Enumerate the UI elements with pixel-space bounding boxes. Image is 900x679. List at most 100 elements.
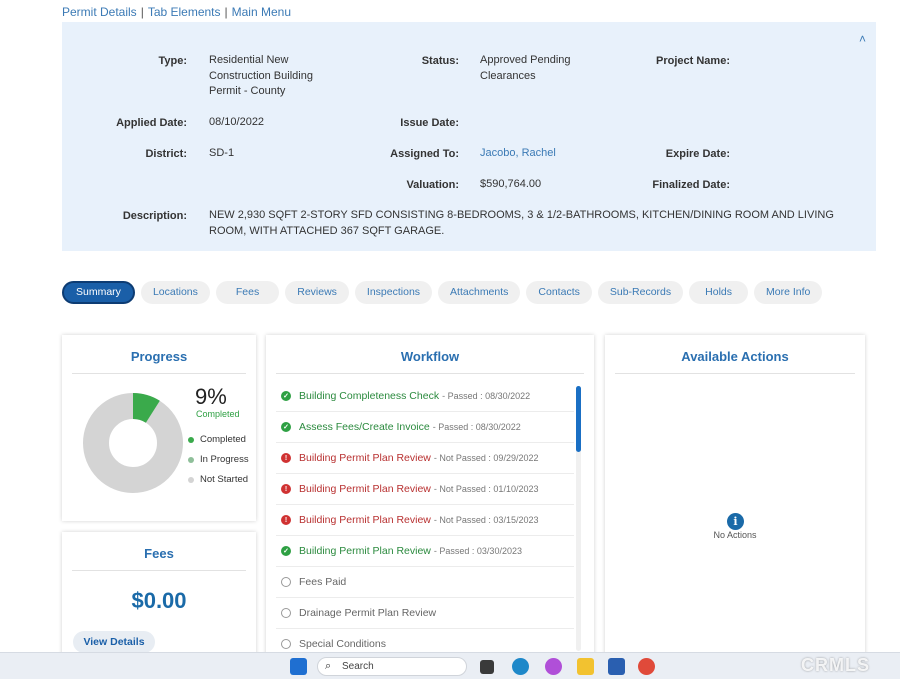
district-label: District: [145, 148, 187, 160]
windows-taskbar: ⌕ Search [0, 652, 900, 679]
edge-browser-icon[interactable] [512, 658, 529, 675]
fees-title: Fees [144, 546, 174, 561]
workflow-item-name: Fees Paid [299, 576, 347, 588]
project-name-label: Project Name: [656, 55, 730, 67]
description-label: Description: [122, 210, 187, 222]
breadcrumb-tab-elements[interactable]: Tab Elements [147, 5, 221, 19]
tab-contacts[interactable]: Contacts [526, 281, 592, 304]
status-value: Approved Pending Clearances [480, 54, 571, 82]
workflow-item[interactable]: ! Building Permit Plan Review - Not Passed… [276, 505, 574, 536]
alert-circle-icon: ! [281, 484, 291, 494]
legend-dot-icon [188, 436, 194, 443]
breadcrumb: Permit Details | Tab Elements | Main Men… [62, 5, 291, 19]
issue-date-label: Issue Date: [400, 117, 459, 129]
info-icon: i [727, 513, 744, 530]
workflow-item[interactable]: ✓ Assess Fees/Create Invoice - Passed : 08… [276, 412, 574, 443]
workflow-scroll-track[interactable] [576, 386, 581, 651]
workflow-item-status: - Passed : 03/30/2023 [433, 546, 522, 556]
legend-label: Completed [200, 434, 246, 445]
tab-attachments[interactable]: Attachments [438, 281, 521, 304]
workflow-item-name: Building Permit Plan Review [299, 483, 431, 495]
empty-circle-icon [281, 608, 291, 618]
alert-circle-icon: ! [281, 453, 291, 463]
collapse-chevron-up-icon[interactable]: ˄ [858, 32, 866, 46]
breadcrumb-separator: | [140, 5, 144, 19]
check-circle-icon: ✓ [281, 546, 291, 556]
tab-holds[interactable]: Holds [689, 281, 748, 304]
assigned-to-link[interactable]: Jacobo, Rachel [480, 147, 556, 159]
permit-details-panel: ˄ Type: Residential New Construction Bui… [62, 22, 876, 251]
legend-label: Not Started [200, 474, 249, 485]
legend-not-started: Not Started [188, 474, 248, 485]
empty-circle-icon [281, 639, 291, 649]
workflow-item[interactable]: Fees Paid [276, 567, 574, 598]
workflow-card: Workflow [266, 335, 594, 665]
workflow-item-status: - Not Passed : 03/15/2023 [433, 515, 539, 525]
taskbar-search-input[interactable]: ⌕ Search [317, 657, 467, 676]
no-actions-text: No Actions [713, 530, 757, 540]
tab-reviews[interactable]: Reviews [285, 281, 349, 304]
workflow-item-name: Building Permit Plan Review [299, 452, 431, 464]
store-icon[interactable] [608, 658, 625, 675]
breadcrumb-permit-details[interactable]: Permit Details [62, 5, 137, 19]
workflow-item-status: - Passed : 08/30/2022 [442, 391, 531, 401]
workflow-item-status: - Passed : 08/30/2022 [432, 422, 521, 432]
check-circle-icon: ✓ [281, 422, 291, 432]
search-placeholder: Search [342, 661, 374, 672]
tab-fees[interactable]: Fees [215, 281, 280, 304]
workflow-item-name: Building Permit Plan Review [299, 514, 431, 526]
file-explorer-icon[interactable] [577, 658, 594, 675]
applied-date-label: Applied Date: [116, 117, 187, 129]
record-tabs: Summary Locations Fees Reviews Inspectio… [62, 281, 823, 304]
divider [72, 570, 246, 571]
workflow-title: Workflow [400, 349, 460, 364]
tab-locations[interactable]: Locations [140, 281, 210, 304]
valuation-label: Valuation: [406, 179, 459, 191]
actions-title: Available Actions [681, 349, 789, 364]
workflow-item-name: Drainage Permit Plan Review [299, 607, 437, 619]
workflow-item[interactable]: ✓ Building Permit Plan Review - Passed : 0… [276, 536, 574, 567]
windows-start-icon[interactable] [290, 658, 307, 675]
task-view-icon[interactable] [480, 660, 494, 674]
copilot-icon[interactable] [545, 658, 562, 675]
breadcrumb-main-menu[interactable]: Main Menu [231, 5, 292, 19]
workflow-item[interactable]: ! Building Permit Plan Review - Not Passed… [276, 474, 574, 505]
legend-dot-icon [188, 476, 194, 483]
workflow-item-status: - Not Passed : 01/10/2023 [433, 484, 539, 494]
tab-more-info[interactable]: More Info [754, 281, 823, 304]
check-circle-icon: ✓ [281, 391, 291, 401]
view-details-button[interactable]: View Details [73, 631, 155, 653]
tab-summary[interactable]: Summary [62, 281, 135, 304]
watermark-logo: CRMLS [801, 655, 870, 675]
legend-label: In Progress [200, 454, 249, 465]
chrome-browser-icon[interactable] [638, 658, 655, 675]
legend-in-progress: In Progress [188, 454, 249, 465]
status-label: Status: [421, 55, 459, 67]
progress-percent: 9% [195, 384, 227, 409]
empty-circle-icon [281, 577, 291, 587]
breadcrumb-separator: | [224, 5, 228, 19]
applied-date-value: 08/10/2022 [209, 116, 265, 128]
workflow-item[interactable]: ✓ Building Completeness Check - Passed : 0… [276, 381, 574, 412]
tab-inspections[interactable]: Inspections [354, 281, 433, 304]
workflow-item[interactable]: Drainage Permit Plan Review [276, 598, 574, 629]
search-icon: ⌕ [325, 660, 332, 672]
workflow-item-status: - Not Passed : 09/29/2022 [433, 453, 539, 463]
workflow-item-name: Assess Fees/Create Invoice [299, 421, 430, 433]
legend-completed: Completed [188, 434, 246, 445]
workflow-item-name: Building Completeness Check [299, 390, 440, 402]
expire-date-label: Expire Date: [665, 148, 730, 160]
progress-title: Progress [130, 349, 188, 364]
workflow-item-name: Building Permit Plan Review [299, 545, 431, 557]
progress-percent-label: Completed [196, 409, 240, 419]
description-value: NEW 2,930 SQFT 2-STORY SFD CONSISTING 8-… [209, 209, 834, 237]
fees-amount: $0.00 [131, 588, 187, 613]
workflow-list: ✓ Building Completeness Check - Passed : 0… [276, 381, 574, 660]
workflow-item-name: Special Conditions [299, 638, 386, 650]
valuation-value: $590,764.00 [480, 178, 542, 190]
workflow-scrollbar[interactable] [576, 386, 581, 452]
tab-sub-records[interactable]: Sub-Records [597, 281, 684, 304]
divider [615, 373, 855, 374]
type-value: Residential New Construction Building Pe… [209, 54, 313, 97]
workflow-item[interactable]: ! Building Permit Plan Review - Not Passed… [276, 443, 574, 474]
